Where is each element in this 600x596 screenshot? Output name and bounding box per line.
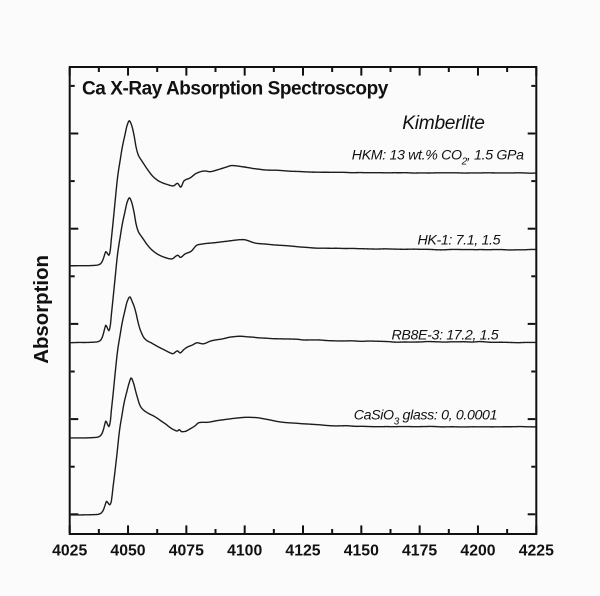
svg-text:4200: 4200: [460, 543, 495, 560]
svg-text:4025: 4025: [52, 543, 87, 560]
svg-text:4125: 4125: [285, 543, 320, 560]
svg-text:4225: 4225: [519, 543, 554, 560]
svg-text:Absorption: Absorption: [31, 255, 53, 364]
svg-text:4100: 4100: [227, 543, 262, 560]
svg-text:RB8E-3: 17.2, 1.5: RB8E-3: 17.2, 1.5: [392, 327, 499, 343]
svg-text:HKM: 13 wt.% CO2, 1.5 GPa: HKM: 13 wt.% CO2, 1.5 GPa: [352, 148, 524, 168]
svg-text:HK-1: 7.1, 1.5: HK-1: 7.1, 1.5: [418, 232, 501, 248]
svg-text:4075: 4075: [169, 543, 204, 560]
svg-text:4150: 4150: [344, 543, 379, 560]
svg-text:Ca X-Ray Absorption Spectrosco: Ca X-Ray Absorption Spectroscopy: [82, 78, 389, 99]
svg-text:4050: 4050: [110, 543, 145, 560]
svg-text:4175: 4175: [402, 543, 437, 560]
svg-text:Kimberlite: Kimberlite: [402, 113, 484, 134]
svg-text:CaSiO3 glass: 0, 0.0001: CaSiO3 glass: 0, 0.0001: [354, 407, 497, 427]
